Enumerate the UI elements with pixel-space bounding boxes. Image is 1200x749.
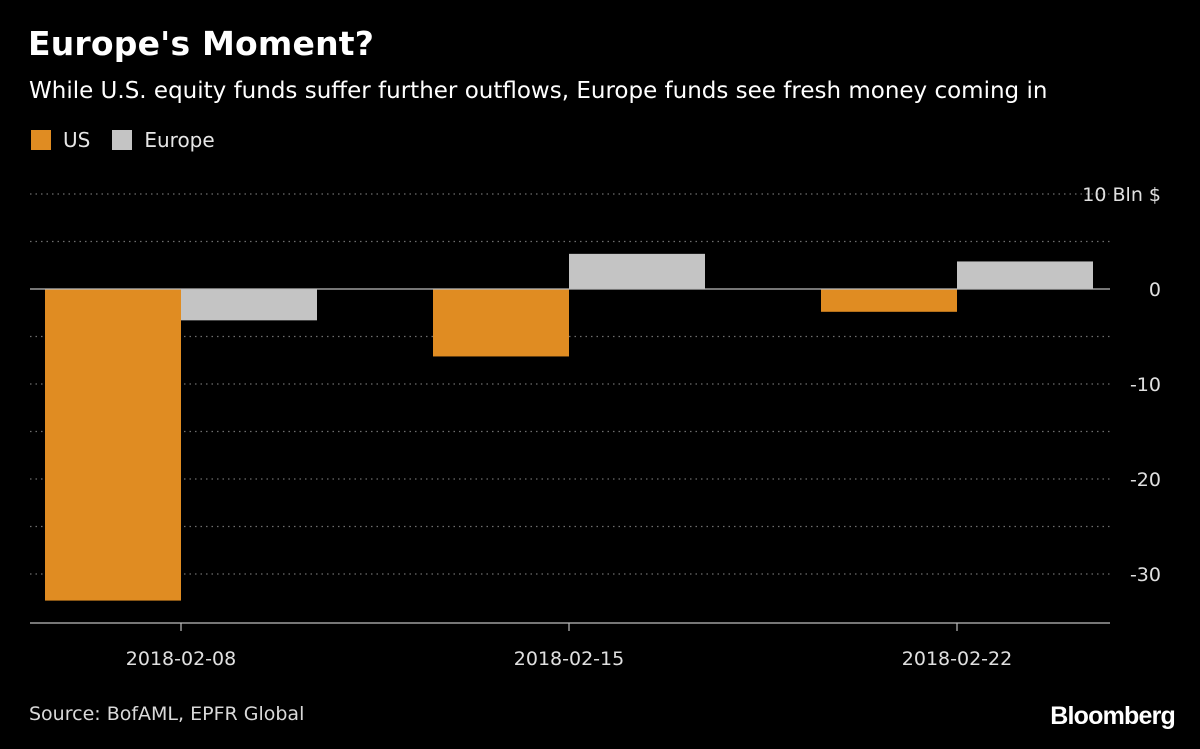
y-tick-label: -20: [1130, 469, 1161, 491]
y-tick-label: -30: [1130, 564, 1161, 586]
bar-us: [433, 289, 569, 357]
legend-label-europe: Europe: [144, 128, 215, 152]
legend-item-europe: Europe: [112, 128, 215, 152]
legend-label-us: US: [63, 128, 91, 152]
bloomberg-logo: Bloomberg: [1050, 702, 1176, 730]
y-tick-label: 10 Bln $: [1082, 184, 1161, 206]
bar-us: [45, 289, 181, 601]
bar-europe: [569, 253, 705, 289]
x-tick-label: 2018-02-22: [902, 648, 1012, 670]
legend-item-us: US: [31, 128, 90, 152]
legend-swatch-europe: [112, 130, 133, 150]
chart-title: Europe's Moment?: [28, 24, 375, 63]
chart-subtitle: While U.S. equity funds suffer further o…: [29, 78, 1048, 104]
x-tick-label: 2018-02-15: [514, 648, 624, 670]
bar-europe: [181, 289, 317, 321]
y-tick-label: 0: [1149, 279, 1161, 301]
bar-europe: [957, 261, 1093, 289]
legend: US Europe: [31, 127, 237, 153]
bar-us: [821, 289, 957, 312]
x-tick-label: 2018-02-08: [126, 648, 236, 670]
y-tick-label: -10: [1130, 374, 1161, 396]
legend-swatch-us: [31, 130, 51, 150]
source-note: Source: BofAML, EPFR Global: [29, 703, 305, 725]
